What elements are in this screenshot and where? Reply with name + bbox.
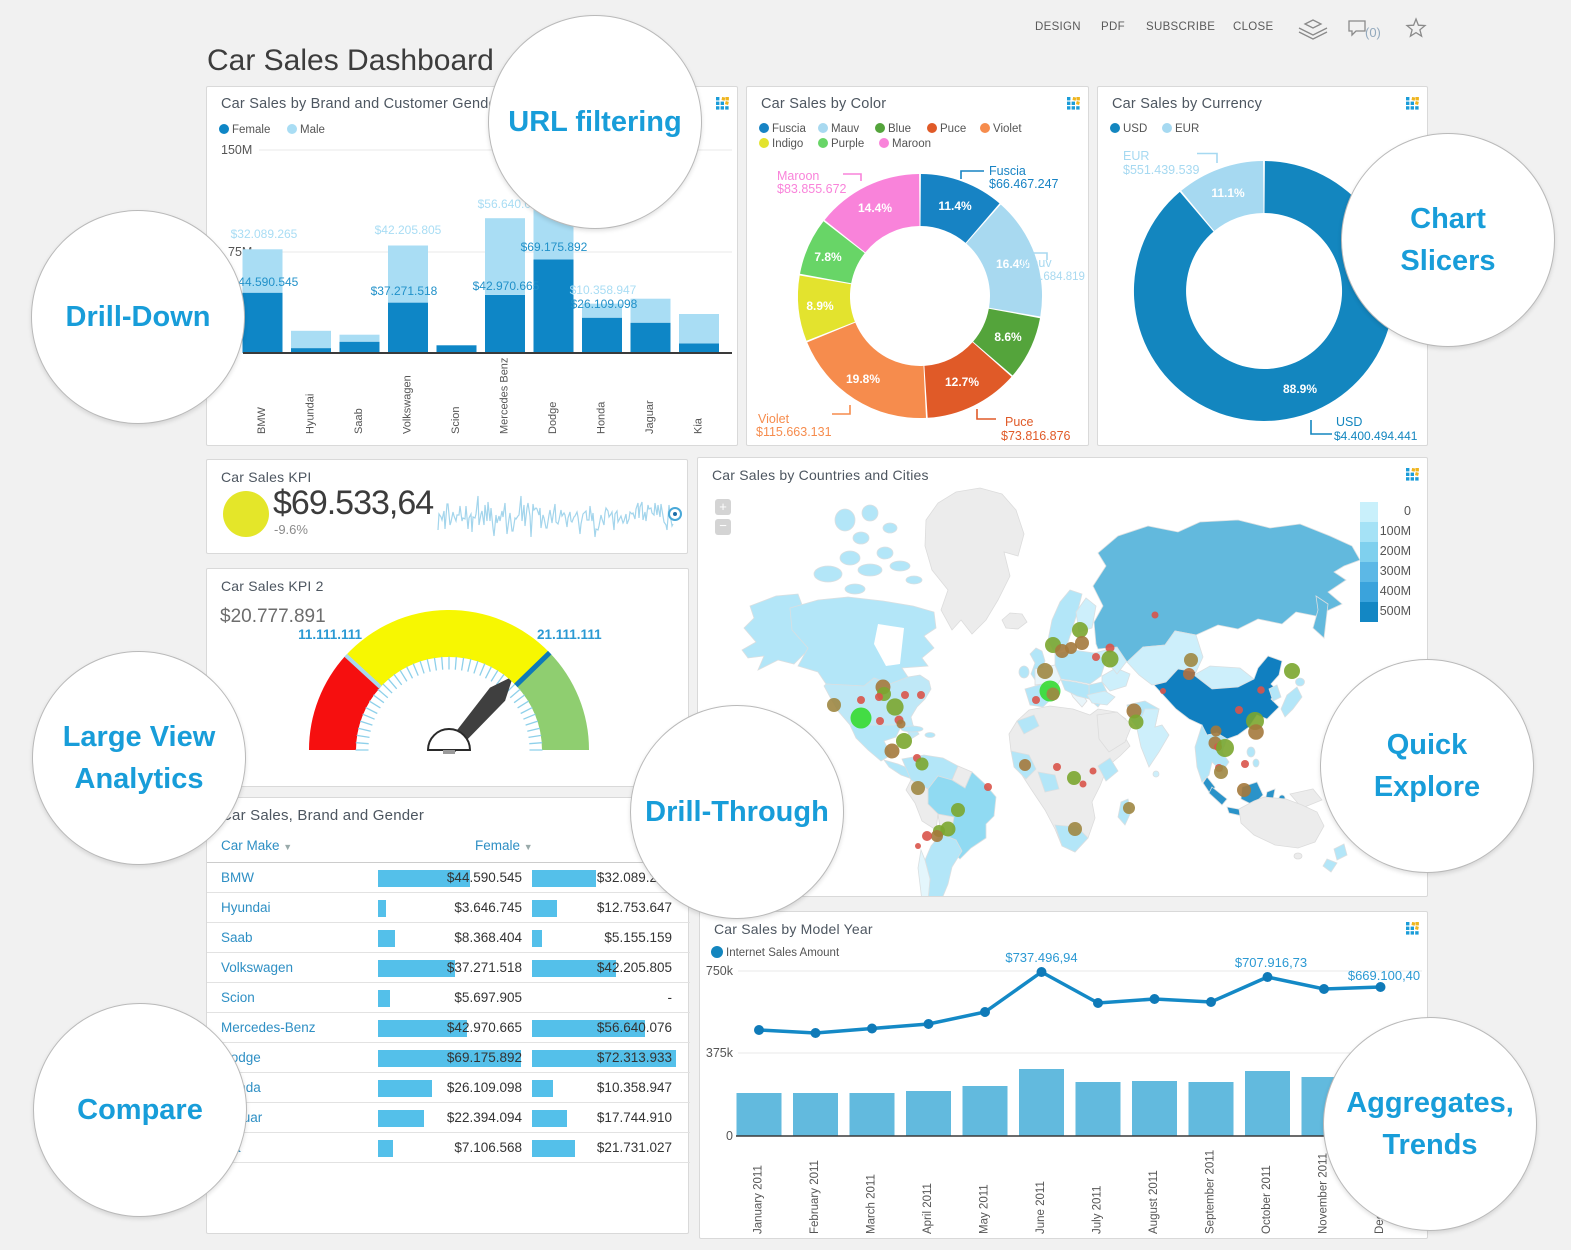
svg-text:Scion: Scion — [450, 406, 462, 434]
svg-text:0: 0 — [1404, 504, 1411, 518]
svg-text:July 2011: July 2011 — [1092, 1186, 1104, 1234]
svg-text:$42.970.665: $42.970.665 — [473, 279, 540, 293]
svg-text:Mauv: Mauv — [1021, 256, 1052, 270]
svg-text:$669.100,40: $669.100,40 — [1348, 968, 1420, 983]
svg-text:$10.358.947: $10.358.947 — [570, 283, 637, 297]
svg-text:$4.400.494.441: $4.400.494.441 — [1334, 429, 1418, 443]
svg-text:$42.205.805: $42.205.805 — [375, 223, 442, 237]
svg-text:$26.109.098: $26.109.098 — [571, 297, 638, 311]
svg-text:88.9%: 88.9% — [1283, 382, 1317, 396]
svg-text:Kia: Kia — [693, 417, 705, 434]
svg-text:(0): (0) — [1365, 25, 1381, 40]
svg-text:$73.816.876: $73.816.876 — [1001, 429, 1071, 443]
svg-text:12.7%: 12.7% — [945, 375, 979, 389]
svg-text:8.6%: 8.6% — [994, 330, 1022, 344]
svg-text:February 2011: February 2011 — [809, 1160, 821, 1234]
svg-text:$69.175.892: $69.175.892 — [521, 240, 588, 254]
svg-text:$737.496,94: $737.496,94 — [1005, 950, 1077, 965]
svg-text:Puce: Puce — [1005, 415, 1034, 429]
svg-text:11.1%: 11.1% — [1211, 186, 1245, 200]
svg-text:750k: 750k — [706, 964, 734, 978]
svg-text:$32.089.265: $32.089.265 — [231, 227, 298, 241]
svg-text:500M: 500M — [1380, 604, 1411, 618]
svg-text:150M: 150M — [221, 143, 252, 157]
svg-text:BMW: BMW — [256, 407, 268, 435]
svg-text:Honda: Honda — [596, 401, 608, 434]
svg-text:Saab: Saab — [353, 408, 365, 434]
svg-text:200M: 200M — [1380, 544, 1411, 558]
svg-text:16.4%: 16.4% — [996, 257, 1030, 271]
svg-text:0: 0 — [726, 1129, 733, 1143]
svg-text:300M: 300M — [1380, 564, 1411, 578]
svg-text:August 2011: August 2011 — [1148, 1170, 1160, 1234]
svg-text:March 2011: March 2011 — [866, 1174, 878, 1234]
svg-text:400M: 400M — [1380, 584, 1411, 598]
svg-text:$707.916,73: $707.916,73 — [1235, 955, 1307, 970]
svg-text:7.8%: 7.8% — [814, 250, 842, 264]
svg-text:January 2011: January 2011 — [753, 1165, 765, 1234]
svg-text:$37.271.518: $37.271.518 — [371, 284, 438, 298]
svg-text:$44.590.545: $44.590.545 — [232, 275, 299, 289]
svg-text:October 2011: October 2011 — [1261, 1165, 1273, 1234]
svg-text:Volkswagen: Volkswagen — [402, 375, 414, 434]
svg-text:11.111.111: 11.111.111 — [298, 627, 362, 642]
svg-text:April 2011: April 2011 — [922, 1183, 934, 1234]
svg-text:Fuscia: Fuscia — [989, 164, 1026, 178]
svg-text:EUR: EUR — [1123, 149, 1149, 163]
svg-text:June 2011: June 2011 — [1035, 1181, 1047, 1234]
svg-text:September 2011: September 2011 — [1205, 1150, 1217, 1234]
svg-text:14.4%: 14.4% — [858, 201, 892, 215]
svg-text:100M: 100M — [1380, 524, 1411, 538]
svg-text:Hyundai: Hyundai — [305, 394, 317, 434]
svg-text:11.4%: 11.4% — [938, 199, 972, 213]
svg-text:375k: 375k — [706, 1046, 734, 1060]
svg-text:Jaguar: Jaguar — [644, 400, 656, 434]
svg-text:8.9%: 8.9% — [806, 299, 834, 313]
svg-text:Maroon: Maroon — [777, 169, 819, 183]
svg-text:$115.663.131: $115.663.131 — [756, 425, 832, 439]
svg-text:$66.467.247: $66.467.247 — [989, 177, 1059, 191]
svg-text:Mercedes Benz: Mercedes Benz — [499, 358, 511, 434]
svg-text:19.8%: 19.8% — [846, 372, 880, 386]
svg-text:$95.684.819: $95.684.819 — [1021, 271, 1085, 283]
svg-text:$83.855.672: $83.855.672 — [777, 182, 847, 196]
svg-text:Dodge: Dodge — [547, 402, 559, 434]
svg-text:$551.439.539: $551.439.539 — [1123, 163, 1200, 177]
svg-text:21.111.111: 21.111.111 — [537, 627, 602, 642]
svg-text:May 2011: May 2011 — [979, 1184, 991, 1234]
svg-text:Violet: Violet — [758, 412, 790, 426]
svg-text:USD: USD — [1336, 415, 1362, 429]
svg-text:November 2011: November 2011 — [1318, 1153, 1330, 1234]
